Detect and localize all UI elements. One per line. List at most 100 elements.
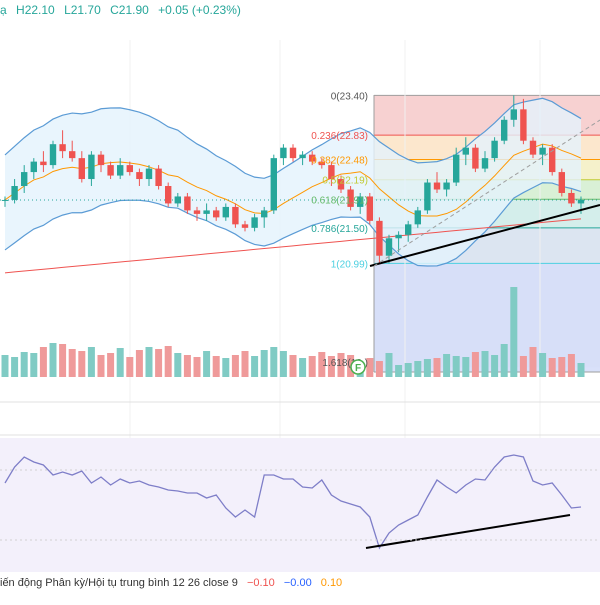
volume-bar [231, 355, 239, 377]
support-trendline [369, 204, 600, 267]
candle-body [318, 161, 325, 166]
candle-body [558, 172, 565, 193]
candle-body [40, 161, 47, 166]
candle-body [11, 186, 18, 200]
candle-body [222, 206, 229, 218]
fib-label-2: 0.382(22.48) [311, 156, 368, 167]
volume-bar [212, 356, 220, 377]
candle-body [261, 210, 268, 218]
candle-body [88, 154, 95, 180]
macd-value-3: 0.10 [320, 577, 343, 589]
candle-body [117, 165, 124, 176]
macd-trendline [365, 514, 571, 549]
candle-body [520, 109, 527, 141]
candle-body [385, 238, 393, 256]
volume-bar [116, 348, 124, 377]
volume-bar [270, 347, 278, 377]
volume-bar [462, 357, 470, 377]
fib-label-1: 0.236(22.83) [311, 131, 368, 142]
candle-body [184, 196, 191, 211]
candle-body [501, 119, 508, 141]
candle-body [424, 182, 431, 211]
candle-body [357, 196, 364, 207]
volume-bars [1, 287, 585, 377]
candle-body [376, 220, 383, 256]
candle-body [251, 217, 258, 228]
volume-bar [183, 355, 191, 377]
volume-bar [548, 358, 556, 377]
volume-bar [20, 352, 28, 377]
candle-body [337, 179, 345, 190]
candle-body [174, 196, 181, 204]
volume-bar [567, 354, 575, 377]
ohlc-high: H22.10 [16, 3, 55, 17]
ohlc-close: C21.90 [110, 3, 149, 17]
candle-body [97, 154, 105, 166]
candle-body [453, 154, 460, 183]
candle-body [193, 210, 201, 214]
candle-body [21, 172, 28, 187]
candle-body [59, 144, 66, 152]
volume-bar [519, 356, 527, 377]
fib-label-6: 1(20.99) [331, 259, 368, 270]
candle-body [443, 182, 450, 190]
volume-bar [327, 356, 335, 377]
candle-body [1, 199, 9, 201]
ohlc-low: L21.70 [64, 3, 101, 17]
candle-body [203, 210, 210, 214]
volume-bar [87, 347, 95, 377]
candle-body [145, 168, 153, 180]
candle-body [289, 147, 297, 159]
volume-bar [164, 346, 172, 377]
volume-bar [193, 357, 201, 377]
candle-body [366, 196, 373, 221]
macd-panel [0, 438, 600, 572]
bollinger-lower [4, 182, 582, 267]
candle-body [78, 158, 85, 180]
bollinger-bands [0, 97, 600, 274]
volume-bar [529, 347, 537, 377]
volume-bar [49, 343, 57, 377]
candle-body [270, 158, 277, 211]
candle-body [241, 224, 249, 228]
volume-bar [433, 358, 441, 377]
volume-bar [68, 349, 76, 377]
candle-body [433, 182, 441, 190]
volume-bar [577, 363, 585, 377]
volume-bar [59, 344, 67, 377]
volume-bar [385, 353, 393, 377]
candle-body [328, 165, 335, 180]
volume-bar [222, 358, 230, 377]
volume-bar [107, 353, 115, 377]
volume-bar [145, 347, 153, 377]
candle-body [395, 234, 402, 239]
candle-body [568, 192, 575, 204]
candle-body [280, 147, 287, 159]
volume-bar [500, 344, 508, 377]
volume-bar [135, 350, 143, 377]
candle-body [165, 186, 172, 204]
moving-average-long [4, 218, 582, 274]
candle-body [30, 161, 37, 173]
volume-bar [279, 351, 287, 377]
macd-legend-title: iến động Phân kỳ/Hội tụ trung bình 12 26… [0, 577, 238, 589]
event-marker[interactable]: F [350, 359, 366, 375]
candle-body [213, 210, 220, 218]
macd-value-1: −0.10 [246, 577, 275, 589]
bollinger-upper [4, 97, 582, 179]
volume-bar [11, 357, 19, 377]
fib-label-3: 0.5(22.19) [322, 176, 368, 187]
candle-body [49, 144, 57, 166]
event-marker-circle [350, 359, 366, 375]
fibonacci-labels: 0(23.40) 0.236(22.83) 0.382(22.48) 0.5(22.1… [311, 91, 368, 369]
candle-body [69, 151, 76, 159]
candle-body [405, 224, 412, 235]
candle-body [529, 140, 537, 155]
trend-lines[interactable] [369, 119, 600, 267]
volume-bar [395, 365, 403, 377]
candle-body [577, 199, 585, 204]
volume-bar [558, 357, 566, 377]
volume-bar [251, 356, 259, 377]
